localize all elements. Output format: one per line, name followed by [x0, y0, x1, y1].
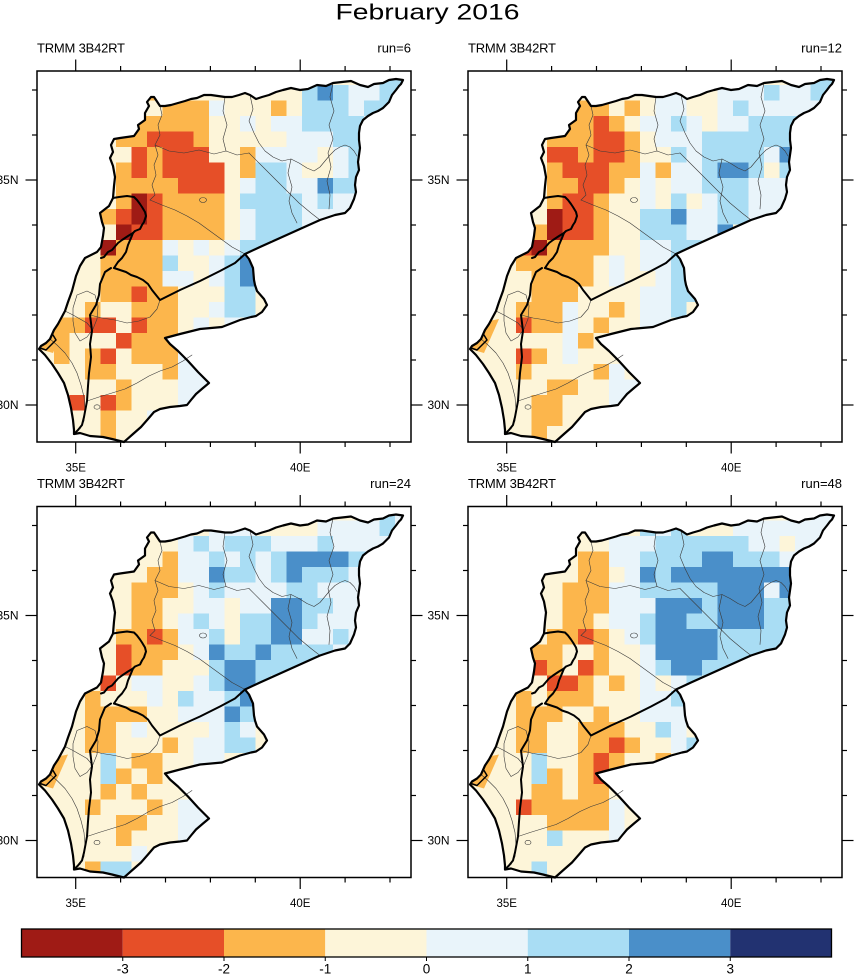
svg-text:TRMM 3B42RT: TRMM 3B42RT [468, 41, 556, 56]
svg-text:run=24: run=24 [370, 476, 411, 491]
svg-text:30N: 30N [0, 398, 19, 412]
svg-text:35E: 35E [496, 463, 517, 475]
svg-text:February 2016: February 2016 [336, 0, 520, 25]
svg-text:1: 1 [524, 962, 532, 976]
svg-text:40E: 40E [721, 463, 742, 475]
svg-text:-2: -2 [218, 962, 230, 976]
svg-text:run=48: run=48 [801, 476, 842, 491]
svg-text:35N: 35N [427, 173, 449, 187]
svg-text:30N: 30N [427, 834, 449, 848]
svg-text:-1: -1 [319, 962, 331, 976]
svg-text:35N: 35N [427, 609, 449, 623]
svg-text:run=12: run=12 [801, 41, 842, 56]
svg-text:0: 0 [423, 962, 431, 976]
svg-text:35E: 35E [496, 898, 517, 910]
svg-text:40E: 40E [721, 898, 742, 910]
svg-text:TRMM 3B42RT: TRMM 3B42RT [37, 41, 125, 56]
svg-text:-3: -3 [117, 962, 129, 976]
svg-text:TRMM 3B42RT: TRMM 3B42RT [468, 476, 556, 491]
svg-text:35E: 35E [65, 463, 86, 475]
svg-text:30N: 30N [0, 834, 19, 848]
svg-text:TRMM 3B42RT: TRMM 3B42RT [37, 476, 125, 491]
svg-text:2: 2 [625, 962, 633, 976]
svg-text:40E: 40E [290, 463, 311, 475]
svg-text:30N: 30N [427, 398, 449, 412]
svg-text:35E: 35E [65, 898, 86, 910]
svg-text:run=6: run=6 [377, 41, 411, 56]
svg-text:35N: 35N [0, 609, 19, 623]
svg-text:35N: 35N [0, 173, 19, 187]
svg-text:3: 3 [726, 962, 734, 976]
svg-text:40E: 40E [290, 898, 311, 910]
